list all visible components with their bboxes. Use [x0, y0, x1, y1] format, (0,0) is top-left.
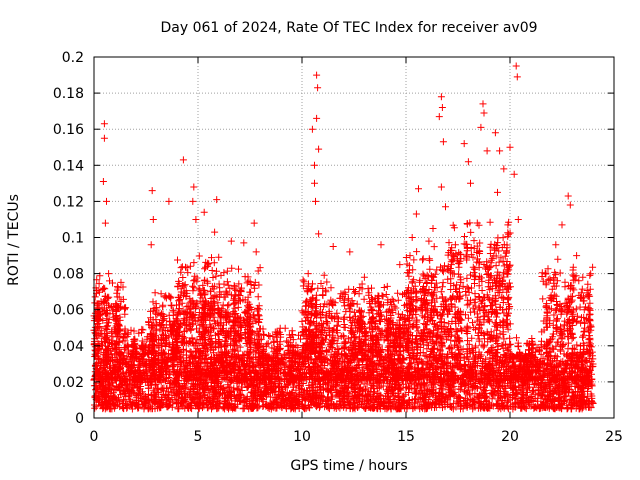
data-point [215, 253, 223, 261]
data-point [559, 399, 567, 407]
data-point [256, 366, 264, 374]
data-point [361, 404, 369, 412]
data-point [345, 392, 353, 400]
data-point [461, 233, 468, 240]
data-point [410, 256, 418, 264]
data-point [368, 381, 376, 389]
data-point [140, 403, 148, 411]
data-point [91, 404, 99, 412]
data-point [383, 282, 391, 290]
data-point [439, 279, 447, 287]
data-point [509, 391, 517, 399]
data-point [171, 368, 179, 376]
data-point [455, 393, 463, 401]
data-point [495, 258, 503, 266]
data-point [340, 391, 348, 399]
data-point [480, 385, 487, 393]
data-point [225, 383, 233, 391]
data-point [396, 384, 404, 392]
data-point [178, 263, 186, 271]
data-points [90, 62, 597, 413]
data-point [247, 404, 255, 412]
data-point [149, 298, 157, 306]
data-point [235, 265, 242, 273]
data-point [317, 280, 325, 287]
data-point [162, 385, 170, 393]
data-point [528, 387, 536, 395]
data-point [380, 284, 388, 291]
data-point [351, 289, 359, 297]
data-point [589, 263, 597, 271]
data-point [539, 295, 547, 303]
data-point [299, 276, 307, 284]
data-point [256, 264, 264, 272]
data-point [208, 267, 216, 274]
data-point [195, 252, 203, 260]
data-point [437, 288, 445, 296]
data-point [106, 382, 114, 390]
data-point [355, 402, 363, 410]
data-point [394, 289, 402, 297]
data-point [419, 358, 427, 366]
data-point [512, 395, 520, 402]
data-point [194, 390, 202, 398]
data-point [467, 228, 475, 236]
data-point [320, 271, 328, 279]
data-point [323, 278, 331, 286]
data-point [186, 262, 194, 270]
data-point [551, 404, 559, 412]
data-point [400, 355, 408, 363]
data-point [224, 302, 232, 310]
data-point [438, 283, 446, 291]
data-point [486, 218, 494, 226]
data-point [302, 369, 310, 377]
